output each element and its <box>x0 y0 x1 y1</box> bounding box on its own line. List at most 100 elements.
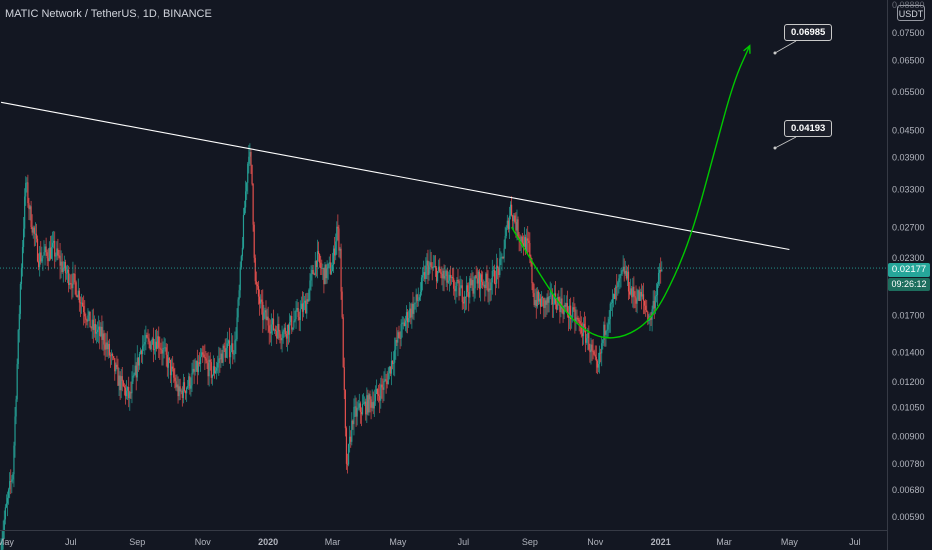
candle-body <box>184 390 187 394</box>
candle-body <box>85 316 87 320</box>
candle-body <box>91 319 93 329</box>
candle-body <box>553 293 556 304</box>
candle-body <box>29 206 31 210</box>
candle-body <box>644 300 646 306</box>
candle-body <box>176 384 178 388</box>
candle-body <box>187 385 189 388</box>
candle-body <box>656 284 659 296</box>
trendline-segment[interactable] <box>0 101 790 251</box>
candle-body <box>417 300 419 301</box>
candle-body <box>40 252 42 262</box>
candle-body <box>63 261 65 269</box>
candle-body <box>36 238 39 262</box>
candle-body <box>489 288 491 291</box>
price-tick-label: 0.02300 <box>892 253 925 263</box>
candle-body <box>26 182 28 184</box>
target-callout-1[interactable]: 0.06985 <box>784 24 833 41</box>
candle-body <box>562 308 564 315</box>
candle-body <box>288 322 291 335</box>
target-callout-2[interactable]: 0.04193 <box>784 120 833 137</box>
candle-body <box>382 387 384 390</box>
candle-body <box>539 298 542 307</box>
candle-body <box>75 282 77 296</box>
candle-body <box>360 412 363 415</box>
time-tick-label: Jul <box>849 537 861 547</box>
projection-curve[interactable] <box>511 44 751 339</box>
candle-body <box>107 344 109 350</box>
candle-body <box>237 299 239 318</box>
candle-body <box>616 286 618 288</box>
candle-body <box>617 282 619 287</box>
candle-body <box>449 274 452 278</box>
candle-body <box>293 320 295 328</box>
candle-body <box>395 340 397 350</box>
candle-body <box>94 324 97 334</box>
candle-body <box>607 324 609 330</box>
candle-body <box>86 319 88 322</box>
candle-body <box>257 286 260 297</box>
candle-body <box>371 402 373 408</box>
candle-body <box>565 303 567 307</box>
candle-body <box>248 156 250 164</box>
candle-body <box>388 366 390 374</box>
candle-body <box>453 278 455 289</box>
candle-body <box>502 256 504 259</box>
candle-body <box>593 351 595 355</box>
candle-body <box>488 288 490 292</box>
candle-body <box>547 297 549 303</box>
candle-body <box>402 322 404 324</box>
candle-body <box>478 271 481 290</box>
candle-body <box>637 290 639 300</box>
time-tick-label: 2021 <box>651 537 671 547</box>
candle-body <box>169 359 172 376</box>
candle-body <box>294 319 296 321</box>
candle-body <box>62 268 64 272</box>
candle-body <box>324 264 326 285</box>
trendline[interactable] <box>0 101 790 251</box>
candle-body <box>440 272 442 274</box>
candle-body <box>520 236 522 242</box>
candle-body <box>189 376 191 389</box>
candle-body <box>622 266 624 271</box>
candle-body <box>383 380 385 390</box>
candle-body <box>331 264 334 272</box>
candle-body <box>524 237 527 252</box>
candle-body <box>104 344 106 350</box>
time-axis[interactable]: May Jul Sep Nov 2020 Mar May Jul Sep Nov 2021 Mar Ma… <box>0 530 887 548</box>
candle-body <box>471 280 473 286</box>
candle-body <box>28 203 30 210</box>
currency-badge[interactable]: USDT <box>897 5 925 21</box>
candle-body <box>72 273 74 289</box>
candle-body <box>542 296 544 299</box>
candle-body <box>5 503 8 508</box>
candle-body <box>472 280 474 294</box>
candle-body <box>254 257 256 282</box>
candle-body <box>223 345 225 349</box>
candle-body <box>448 274 450 281</box>
candle-body <box>178 386 180 397</box>
candle-body <box>30 206 32 228</box>
candle-body <box>341 291 343 318</box>
candle-body <box>93 324 95 330</box>
candle-body <box>459 287 461 296</box>
candle-body <box>218 358 220 363</box>
candle-body <box>591 344 593 351</box>
candle-body <box>623 266 625 274</box>
candle-body <box>283 327 285 332</box>
candle-body <box>419 292 422 298</box>
candle-body <box>523 237 526 247</box>
time-tick-label: Mar <box>716 537 732 547</box>
candle-body <box>396 340 398 343</box>
candle-body <box>212 366 215 375</box>
candle-body <box>285 334 287 339</box>
candle-body <box>397 332 399 343</box>
candle-body <box>151 338 153 345</box>
candle-body <box>628 291 631 295</box>
candle-body <box>558 297 560 302</box>
candle-body <box>374 394 376 402</box>
interval-label[interactable]: 1D <box>142 8 157 20</box>
projection-path[interactable] <box>511 45 751 339</box>
candle-body <box>88 311 90 316</box>
candle-body <box>46 252 48 259</box>
